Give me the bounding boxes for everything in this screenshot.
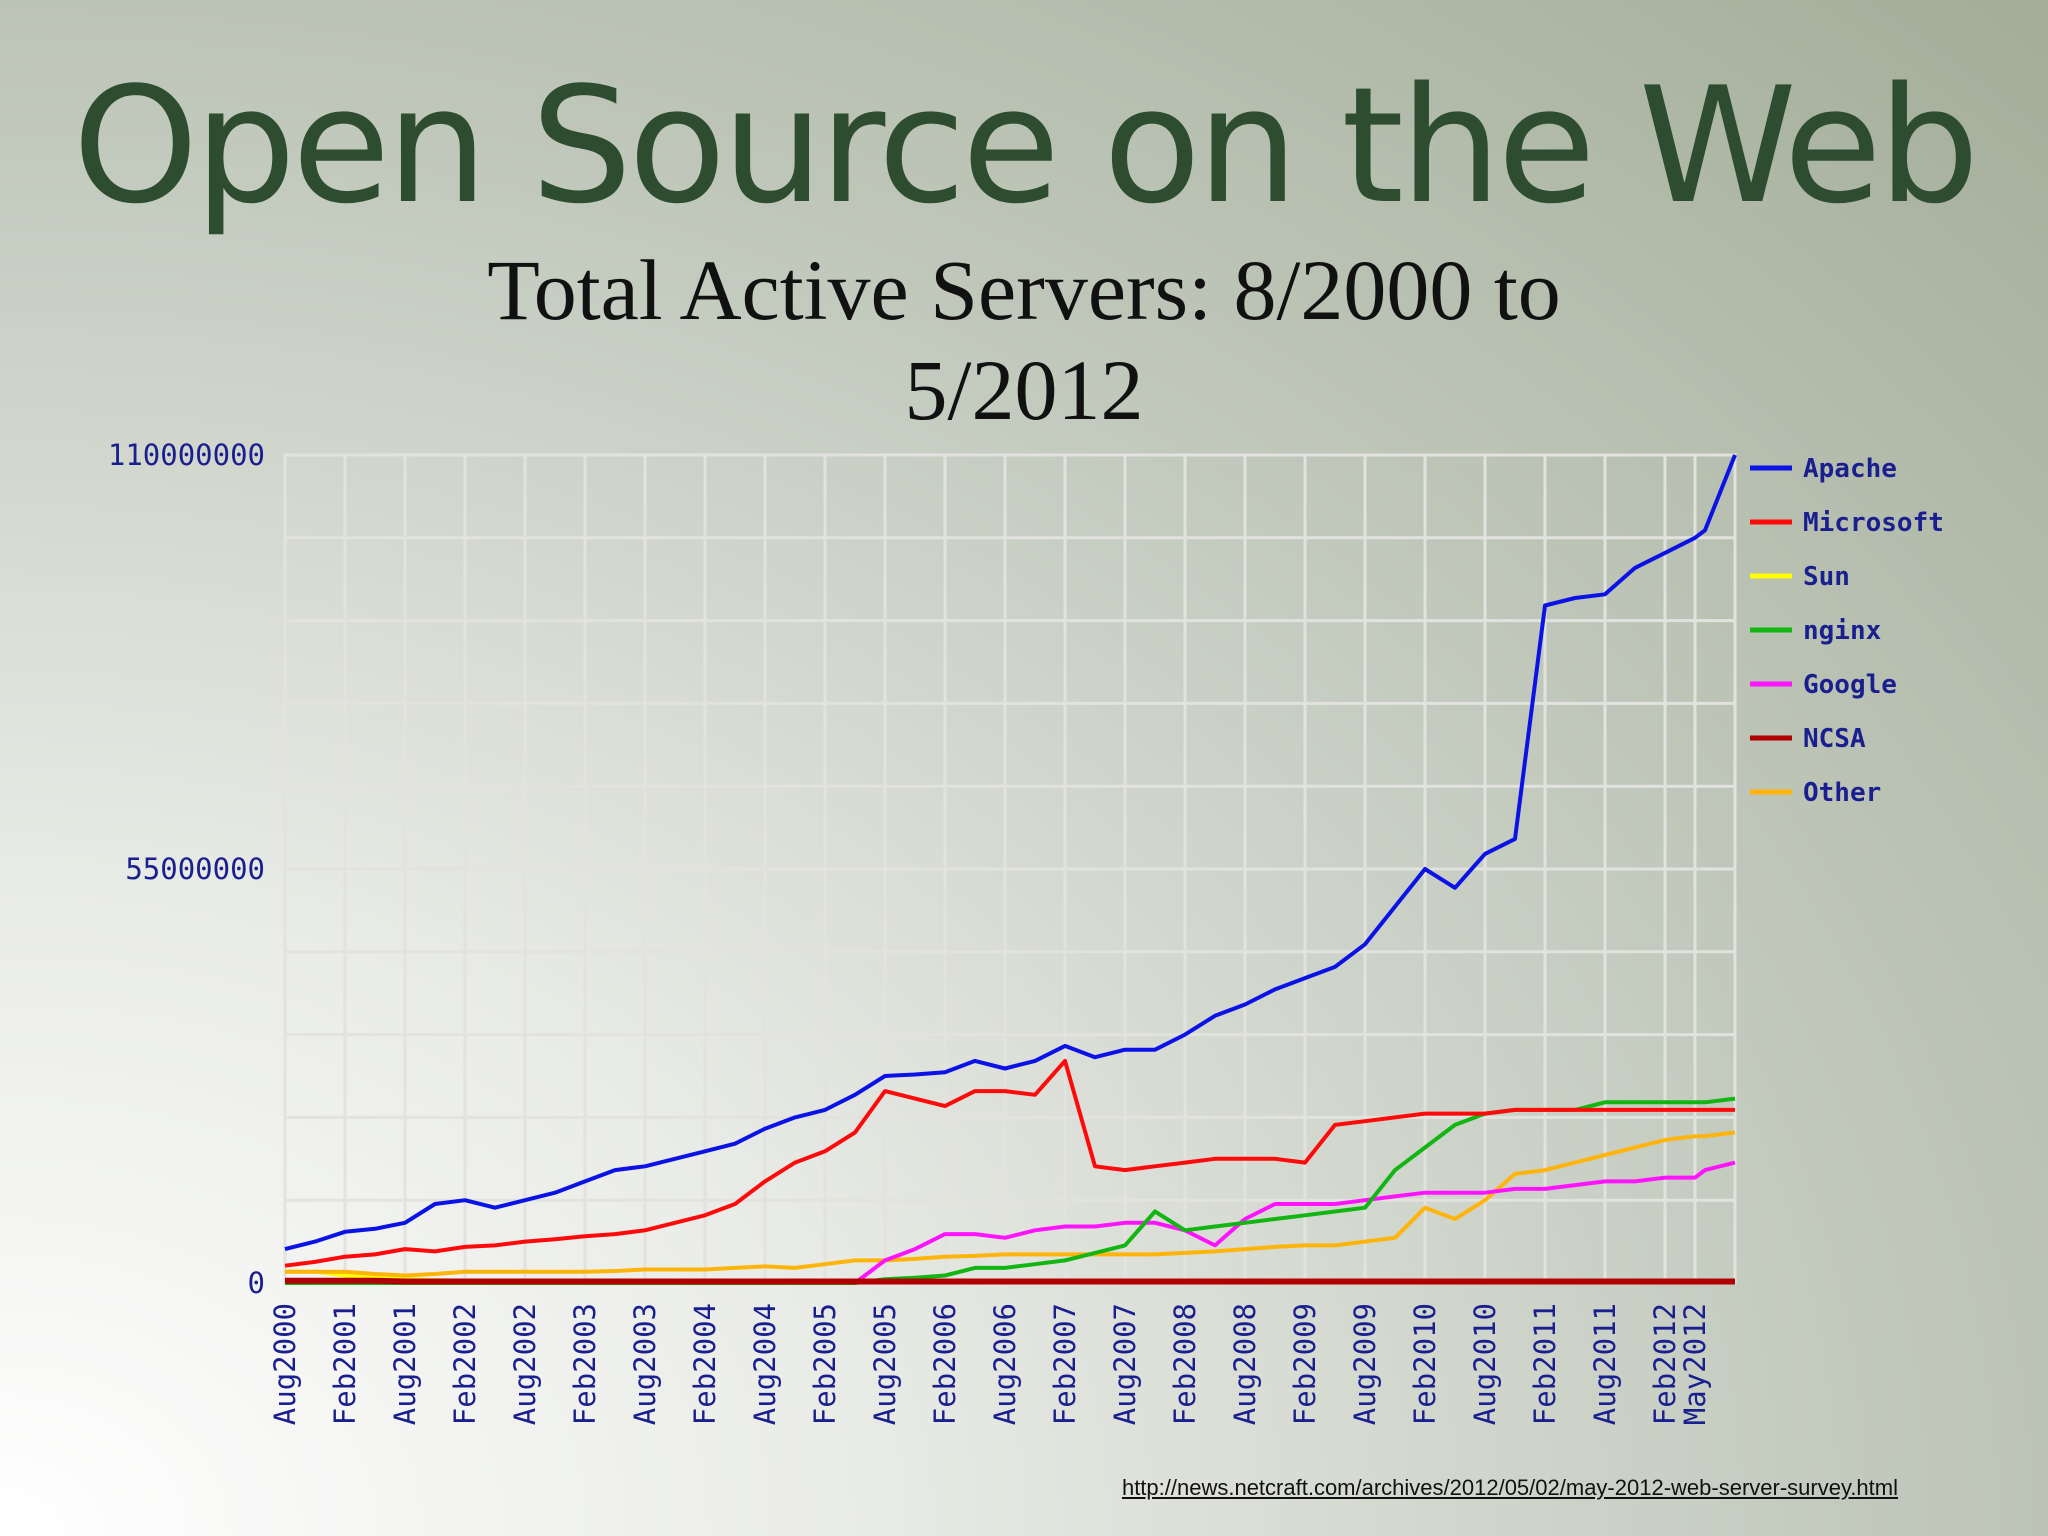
- x-tick-label: Aug2008: [1228, 1303, 1262, 1425]
- x-tick-label: Aug2009: [1348, 1303, 1382, 1425]
- x-tick-label: Feb2007: [1048, 1303, 1082, 1425]
- series-line-google: [285, 1160, 1736, 1285]
- x-tick-label: Aug2002: [508, 1303, 542, 1425]
- x-tick-label: Feb2008: [1168, 1303, 1202, 1425]
- series-line-apache: [284, 454, 1737, 1252]
- legend-label: Sun: [1803, 562, 1850, 592]
- legend-label: NCSA: [1803, 724, 1866, 754]
- x-tick-label: Feb2009: [1288, 1303, 1322, 1425]
- x-tick-label: Feb2003: [568, 1303, 602, 1425]
- x-tick-label: Feb2012: [1648, 1303, 1682, 1425]
- series-line-other: [285, 1130, 1736, 1278]
- x-tick-label: Aug2006: [988, 1303, 1022, 1425]
- x-tick-label: Aug2005: [868, 1303, 902, 1425]
- legend-label: nginx: [1803, 616, 1881, 646]
- x-tick-label: Aug2001: [388, 1303, 422, 1425]
- x-tick-label: May2012: [1678, 1303, 1712, 1425]
- legend-label: Other: [1803, 778, 1881, 808]
- x-axis: Aug2000 Feb2001 Aug2001 Feb2002 Aug2002 Feb20…: [268, 1303, 1712, 1425]
- x-tick-label: Feb2002: [448, 1303, 482, 1425]
- x-tick-label: Feb2011: [1528, 1303, 1562, 1425]
- y-tick-label: 55000000: [125, 852, 265, 886]
- y-axis: 0 55000000 110000000: [108, 438, 265, 1300]
- x-tick-label: Aug2011: [1588, 1303, 1622, 1425]
- chart-legend: Apache Microsoft Sun nginx Google NCSA Other: [1750, 454, 1944, 808]
- x-tick-label: Aug2004: [748, 1303, 782, 1425]
- x-tick-label: Aug2003: [628, 1303, 662, 1425]
- series-line-ncsa: [285, 1277, 1735, 1285]
- x-tick-label: Feb2001: [328, 1303, 362, 1425]
- x-tick-label: Aug2000: [268, 1303, 302, 1425]
- y-tick-label: 110000000: [108, 438, 265, 472]
- source-link[interactable]: http://news.netcraft.com/archives/2012/0…: [1121, 1475, 1898, 1500]
- slide-title: Open Source on the Web: [72, 52, 1979, 239]
- x-tick-label: Feb2004: [688, 1303, 722, 1425]
- series-line-microsoft: [284, 1058, 1735, 1268]
- y-tick-label: 0: [248, 1266, 265, 1300]
- legend-label: Apache: [1803, 454, 1897, 484]
- chart-title: Total Active Servers: 8/2000 to 5/2012: [487, 242, 1561, 438]
- chart-grid: [283, 453, 1737, 1285]
- x-tick-label: Aug2007: [1108, 1303, 1142, 1425]
- chart-series: [284, 454, 1737, 1285]
- x-tick-label: Feb2010: [1408, 1303, 1442, 1425]
- legend-label: Google: [1803, 670, 1897, 700]
- x-tick-label: Aug2010: [1468, 1303, 1502, 1425]
- x-tick-label: Feb2006: [928, 1303, 962, 1425]
- legend-label: Microsoft: [1803, 508, 1944, 538]
- x-tick-label: Feb2005: [808, 1303, 842, 1425]
